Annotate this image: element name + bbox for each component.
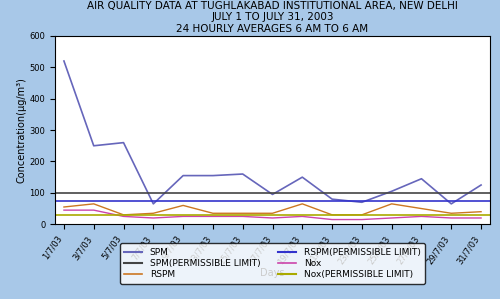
X-axis label: Days: Days	[260, 269, 285, 278]
Title: AIR QUALITY DATA AT TUGHLAKABAD INSTITUTIONAL AREA, NEW DELHI
JULY 1 TO JULY 31,: AIR QUALITY DATA AT TUGHLAKABAD INSTITUT…	[87, 1, 458, 34]
Legend: SPM, SPM(PERMISSIBLE LIMIT), RSPM, RSPM(PERMISSIBLE LIMIT), Nox, Nox(PERMISSIBLE: SPM, SPM(PERMISSIBLE LIMIT), RSPM, RSPM(…	[120, 243, 425, 284]
Y-axis label: Concentration(μg/m³): Concentration(μg/m³)	[16, 77, 26, 183]
